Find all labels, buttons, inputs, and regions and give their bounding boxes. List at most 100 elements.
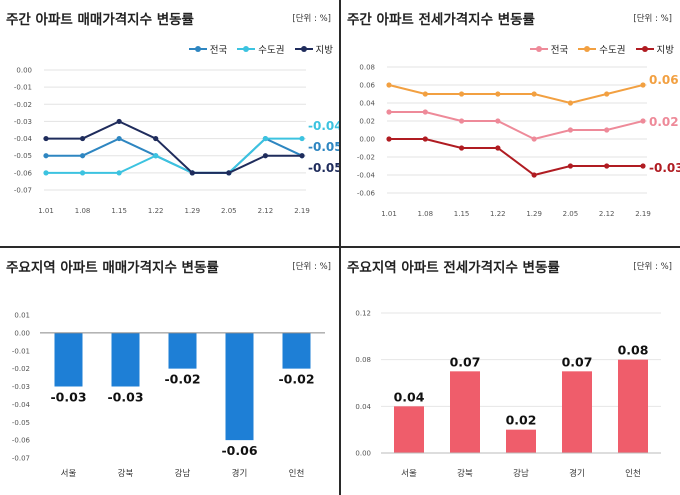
- end-value-label: -0.05: [308, 140, 339, 154]
- data-point: [495, 91, 501, 97]
- chart-title: 주요지역 아파트 전세가격지수 변동률: [347, 260, 560, 276]
- bar: [54, 332, 83, 387]
- data-point: [640, 118, 646, 124]
- data-point: [43, 153, 49, 159]
- legend-label: 전국: [209, 45, 228, 56]
- y-tick-label: -0.03: [14, 118, 32, 126]
- bar: [111, 332, 140, 387]
- data-point: [422, 136, 428, 142]
- data-point: [262, 153, 269, 159]
- bar-value-label: -0.02: [164, 372, 200, 387]
- bar: [450, 371, 480, 453]
- x-tick-label: 1.01: [381, 210, 397, 218]
- bar: [282, 332, 311, 369]
- x-category-label: 강남: [175, 468, 191, 479]
- data-point: [386, 82, 392, 88]
- data-point: [458, 91, 465, 97]
- legend: 전국 수도권 지방: [188, 42, 333, 56]
- data-point: [495, 145, 501, 151]
- legend-item-provinces: 지방: [294, 42, 333, 56]
- data-point: [531, 136, 537, 142]
- x-tick-label: 1.29: [526, 210, 542, 218]
- x-tick-label: 2.12: [258, 207, 274, 215]
- data-point: [116, 170, 122, 176]
- series-line: [388, 84, 644, 105]
- legend-marker: [529, 45, 548, 53]
- data-point: [43, 135, 49, 142]
- data-point: [567, 100, 574, 106]
- weekly-sale-price-panel: 0.00 -0.01 -0.02 -0.03 -0.04 -0.05 -0.06 -0.07 1…: [0, 0, 339, 246]
- y-tick-label: 0.08: [359, 64, 375, 72]
- weekly-sale-price-chart: 0.00 -0.01 -0.02 -0.03 -0.04 -0.05 -0.06 -0.07 1…: [14, 67, 339, 216]
- data-point: [422, 109, 428, 115]
- data-point: [79, 135, 86, 142]
- chart-title: 주간 아파트 전세가격지수 변동률: [347, 12, 535, 28]
- y-tick-label: -0.04: [12, 401, 31, 409]
- regional-sale-price-panel: 0.01 0.00 -0.01 -0.02 -0.03 -0.04 -0.05 -0.06 -0…: [0, 248, 339, 495]
- series-line: [389, 138, 643, 177]
- data-point: [604, 91, 610, 97]
- end-value-label: 0.02: [649, 115, 679, 129]
- bar: [394, 406, 424, 453]
- bar-value-label: -0.02: [278, 372, 314, 387]
- data-point: [79, 170, 86, 176]
- y-tick-label: -0.05: [12, 419, 30, 427]
- weekly-jeonse-price-chart: 0.08 0.06 0.04 0.02 0.00 -0.02 -0.04 -0.06 1.01 1…: [357, 64, 680, 219]
- y-tick-label: -0.07: [14, 187, 32, 195]
- x-tick-label: 1.15: [454, 210, 470, 218]
- data-point: [567, 127, 574, 133]
- y-tick-label: -0.07: [12, 455, 30, 463]
- data-point: [386, 109, 392, 115]
- legend-marker: [578, 45, 597, 53]
- bar-value-label: 0.02: [506, 413, 537, 428]
- x-category-label: 인천: [625, 468, 641, 479]
- x-tick-label: 2.05: [221, 207, 237, 215]
- data-point: [43, 170, 49, 176]
- bar: [562, 371, 592, 453]
- data-point: [299, 153, 305, 159]
- data-point: [116, 135, 122, 142]
- end-value-label: -0.03: [649, 161, 680, 175]
- data-point: [604, 127, 610, 133]
- bar-value-label: -0.03: [50, 390, 86, 405]
- data-point: [299, 135, 305, 142]
- end-value-label: -0.05: [308, 161, 339, 175]
- x-tick-label: 1.15: [111, 207, 127, 215]
- regional-sale-price-chart: 0.01 0.00 -0.01 -0.02 -0.03 -0.04 -0.05 -0.06 -0…: [12, 312, 325, 479]
- y-tick-label: 0.00: [359, 136, 375, 144]
- legend-marker: [635, 45, 654, 53]
- legend-label: 수도권: [258, 45, 285, 56]
- legend-marker: [294, 45, 313, 53]
- data-point: [153, 135, 159, 142]
- series-line: [389, 111, 644, 141]
- legend-item-capital-area: 수도권: [578, 42, 626, 56]
- legend-item-capital-area: 수도권: [237, 42, 285, 56]
- data-point: [531, 91, 537, 97]
- weekly-jeonse-price-panel: 0.08 0.06 0.04 0.02 0.00 -0.02 -0.04 -0.06 1.01 1…: [341, 0, 680, 246]
- y-tick-label: 0.04: [359, 100, 375, 108]
- x-category-label: 강남: [513, 468, 529, 479]
- y-tick-label: 0.12: [355, 310, 371, 318]
- end-value-label: 0.06: [649, 73, 679, 87]
- y-tick-label: 0.04: [355, 403, 371, 411]
- x-category-label: 강북: [118, 468, 134, 479]
- y-tick-label: -0.06: [357, 190, 376, 198]
- regional-jeonse-price-panel: 0.12 0.08 0.04 0.00 0.04 서울 0.07 강북 0.02 강남 0.07 경기…: [341, 248, 680, 495]
- data-point: [116, 118, 122, 125]
- x-category-label: 인천: [289, 468, 305, 479]
- x-tick-label: 2.05: [563, 210, 579, 218]
- y-tick-label: -0.04: [14, 135, 33, 143]
- x-tick-label: 1.01: [38, 207, 54, 215]
- legend-item-nationwide: 전국: [188, 42, 228, 56]
- chart-title: 주간 아파트 매매가격지수 변동률: [6, 12, 194, 28]
- data-point: [422, 91, 428, 97]
- x-tick-label: 2.19: [294, 207, 310, 215]
- bar-value-label: -0.03: [107, 390, 143, 405]
- series-line: [46, 137, 302, 174]
- end-value-label: -0.04: [308, 119, 339, 133]
- y-tick-label: 0.02: [359, 118, 375, 126]
- x-tick-label: 2.19: [635, 210, 651, 218]
- data-point: [386, 136, 392, 142]
- y-tick-label: -0.04: [357, 172, 376, 180]
- legend-item-nationwide: 전국: [529, 42, 568, 56]
